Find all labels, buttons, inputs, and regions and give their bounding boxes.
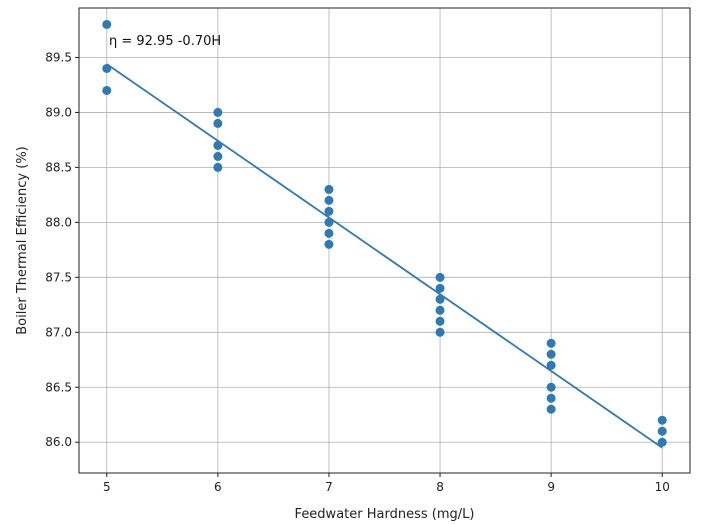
x-tick-label: 10 [655, 480, 670, 494]
y-tick-label: 87.0 [45, 325, 72, 339]
data-point [213, 107, 223, 117]
data-point [546, 404, 556, 414]
data-point [324, 217, 334, 227]
data-point [324, 228, 334, 238]
data-point [546, 393, 556, 403]
data-point [435, 327, 445, 337]
x-axis-ticks: 5 6 7 8 9 10 [103, 473, 670, 494]
data-point [435, 272, 445, 282]
data-point [102, 63, 112, 73]
data-point [657, 437, 667, 447]
y-tick-label: 88.5 [45, 160, 72, 174]
data-point [546, 360, 556, 370]
data-point [324, 206, 334, 216]
data-point [546, 382, 556, 392]
y-tick-label: 86.5 [45, 380, 72, 394]
data-point [324, 184, 334, 194]
x-axis-label: Feedwater Hardness (mg/L) [295, 507, 475, 522]
data-point [546, 349, 556, 359]
fit-line-group [106, 63, 663, 449]
data-point [213, 118, 223, 128]
y-tick-label: 88.0 [45, 215, 72, 229]
plot-frame [78, 7, 691, 474]
data-point [213, 151, 223, 161]
regression-line [106, 63, 663, 449]
x-tick-label: 7 [325, 480, 333, 494]
data-point [213, 162, 223, 172]
y-tick-label: 86.0 [45, 435, 72, 449]
y-tick-label: 87.5 [45, 270, 72, 284]
data-points [102, 19, 667, 447]
y-tick-label: 89.0 [45, 105, 72, 119]
data-point [213, 140, 223, 150]
data-point [324, 239, 334, 249]
grid [79, 8, 690, 473]
x-tick-label: 5 [103, 480, 111, 494]
x-tick-label: 8 [436, 480, 444, 494]
data-point [102, 19, 112, 29]
y-axis-ticks: 86.0 86.5 87.0 87.5 88.0 88.5 89.0 89.5 [45, 50, 79, 449]
regression-equation: η = 92.95 -0.70H [109, 34, 221, 49]
y-tick-label: 89.5 [45, 50, 72, 64]
data-point [546, 338, 556, 348]
x-tick-label: 9 [547, 480, 555, 494]
data-point [435, 294, 445, 304]
data-point [324, 195, 334, 205]
data-point [435, 283, 445, 293]
data-point [435, 305, 445, 315]
data-point [657, 415, 667, 425]
data-point [435, 316, 445, 326]
data-point [657, 426, 667, 436]
data-point [102, 85, 112, 95]
y-axis-label: Boiler Thermal Efficiency (%) [15, 146, 30, 335]
x-tick-label: 6 [214, 480, 222, 494]
